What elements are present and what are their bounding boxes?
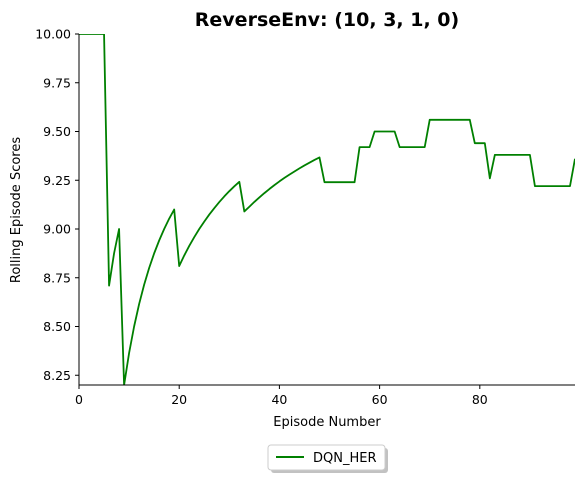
x-tick-label: 20 — [171, 392, 187, 407]
y-tick-label: 8.25 — [43, 368, 71, 383]
legend-box — [267, 444, 386, 471]
y-tick-label: 8.75 — [43, 270, 71, 285]
x-axis-label: Episode Number — [273, 415, 381, 430]
x-tick-label: 80 — [472, 392, 488, 407]
x-tick-label: 40 — [271, 392, 287, 407]
y-tick-label: 9.75 — [43, 75, 71, 90]
series-line-dqn-her — [79, 34, 575, 385]
y-tick-label: 8.50 — [43, 319, 71, 334]
series-layer — [79, 34, 575, 385]
legend-label-dqn-her: DQN_HER — [313, 451, 377, 466]
chart-title: ReverseEnv: (10, 3, 1, 0) — [195, 9, 459, 31]
y-tick-label: 10.00 — [35, 27, 71, 42]
x-tick-label: 0 — [75, 392, 83, 407]
x-tick-label: 60 — [372, 392, 388, 407]
plot-area — [79, 34, 575, 385]
y-tick-label: 9.00 — [43, 222, 71, 237]
legend: DQN_HER — [267, 444, 388, 473]
x-axis-ticks: 0 20 40 60 80 — [75, 385, 488, 407]
y-tick-label: 9.50 — [43, 124, 71, 139]
y-axis-label: Rolling Episode Scores — [9, 137, 24, 283]
y-axis-ticks: 8.25 8.50 8.75 9.00 9.25 9.50 9.75 10.00 — [35, 27, 79, 383]
y-tick-label: 9.25 — [43, 173, 71, 188]
